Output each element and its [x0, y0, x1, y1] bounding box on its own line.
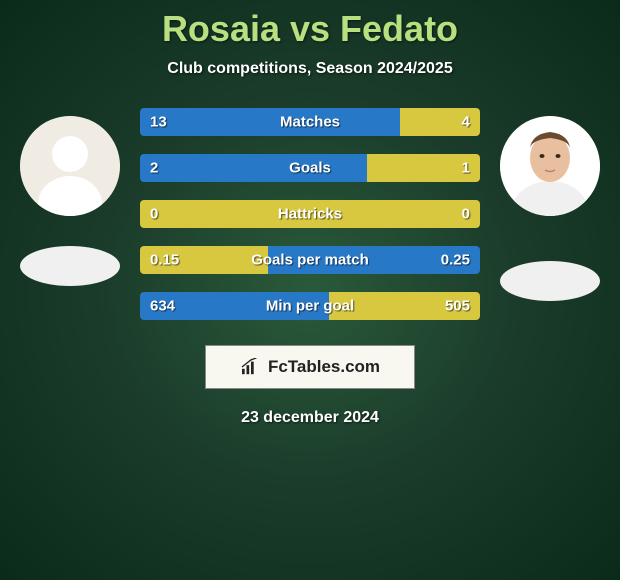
stats-bars: 13 4 Matches 2 1 Goals 0 0 Hattricks 0.15 0.25 Goal…	[140, 108, 480, 320]
player-right-column	[500, 108, 600, 301]
stat-value-right: 4	[462, 114, 470, 131]
stat-value-left: 2	[150, 160, 158, 177]
brand-link[interactable]: FcTables.com	[205, 345, 415, 389]
stat-label: Min per goal	[266, 298, 354, 315]
comparison-widget: Rosaia vs Fedato Club competitions, Seas…	[0, 0, 620, 427]
stat-value-left: 0.15	[150, 252, 179, 269]
comparison-row: 13 4 Matches 2 1 Goals 0 0 Hattricks 0.15 0.25 Goal…	[0, 108, 620, 320]
stat-label: Goals	[289, 160, 331, 177]
stat-label: Hattricks	[278, 206, 342, 223]
bar-segment-left	[140, 154, 367, 182]
stat-value-right: 1	[462, 160, 470, 177]
stat-value-left: 634	[150, 298, 175, 315]
photo-icon	[500, 116, 600, 216]
brand-label: FcTables.com	[268, 357, 380, 377]
player-left-club-badge[interactable]	[20, 246, 120, 286]
stat-bar: 13 4 Matches	[140, 108, 480, 136]
bar-segment-left	[140, 108, 400, 136]
silhouette-icon	[20, 116, 120, 216]
chart-icon	[240, 358, 262, 376]
stat-value-left: 0	[150, 206, 158, 223]
stat-value-right: 0.25	[441, 252, 470, 269]
page-title: Rosaia vs Fedato	[0, 8, 620, 50]
stat-bar: 634 505 Min per goal	[140, 292, 480, 320]
player-left-avatar[interactable]	[20, 116, 120, 216]
stat-value-left: 13	[150, 114, 167, 131]
stat-label: Goals per match	[251, 252, 369, 269]
date-label: 23 december 2024	[0, 409, 620, 427]
player-right-club-badge[interactable]	[500, 261, 600, 301]
stat-bar: 0.15 0.25 Goals per match	[140, 246, 480, 274]
stat-label: Matches	[280, 114, 340, 131]
stat-value-right: 0	[462, 206, 470, 223]
player-left-column	[20, 108, 120, 286]
player-right-avatar[interactable]	[500, 116, 600, 216]
stat-value-right: 505	[445, 298, 470, 315]
subtitle: Club competitions, Season 2024/2025	[0, 60, 620, 78]
stat-bar: 2 1 Goals	[140, 154, 480, 182]
stat-bar: 0 0 Hattricks	[140, 200, 480, 228]
